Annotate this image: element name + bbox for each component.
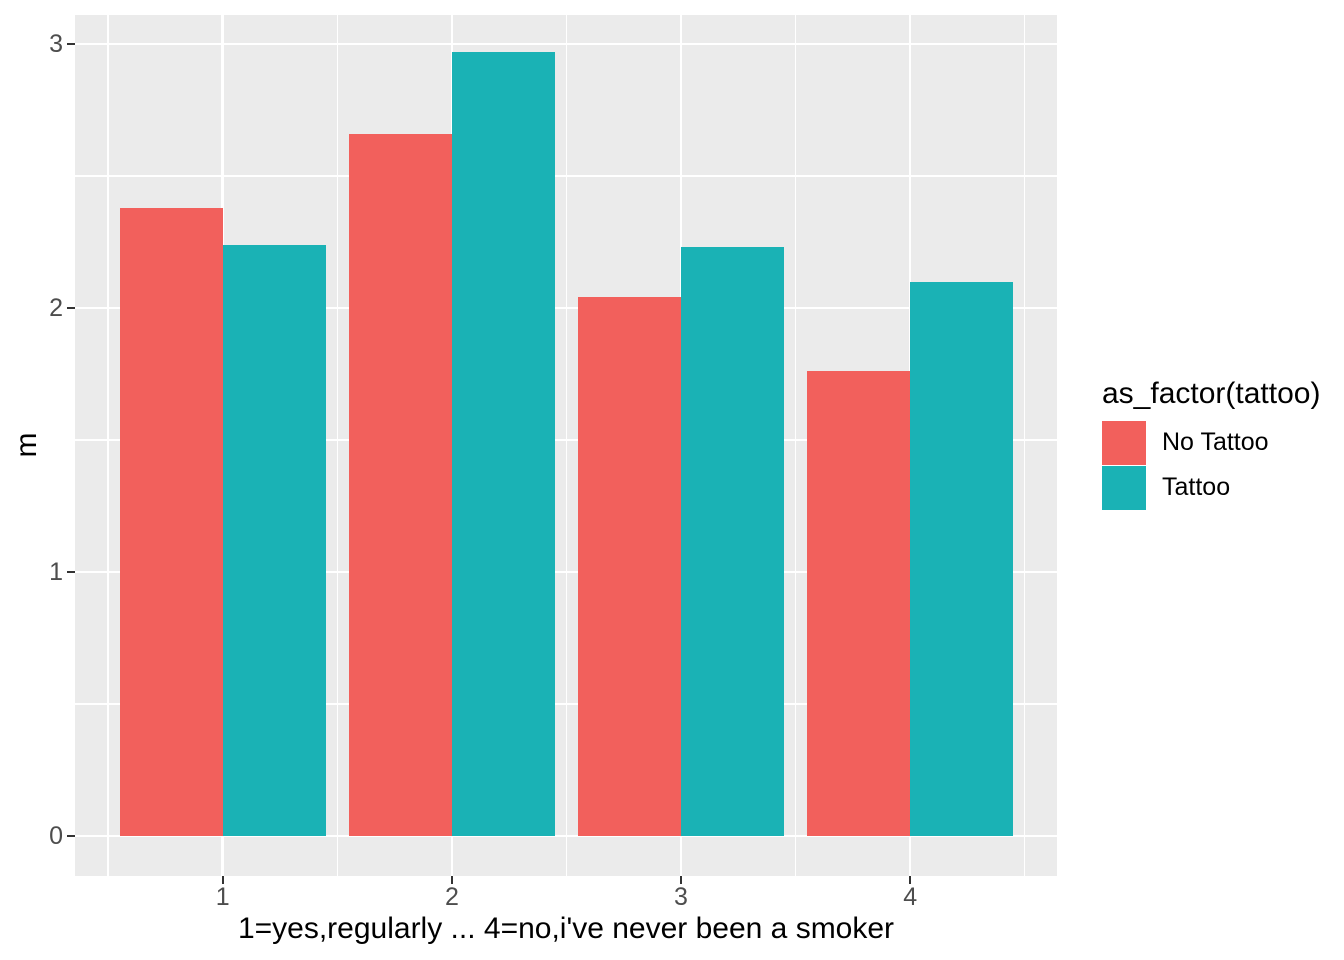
- x-tick-label: 2: [444, 883, 459, 911]
- legend: as_factor(tattoo) No Tattoo Tattoo: [1102, 376, 1320, 510]
- legend-title: as_factor(tattoo): [1102, 377, 1321, 410]
- gridline-major-h: [75, 834, 1057, 838]
- y-tick-mark: [67, 571, 75, 573]
- legend-label: Tattoo: [1162, 473, 1231, 501]
- gridline-major-h: [75, 42, 1057, 46]
- legend-swatch: [1102, 420, 1146, 465]
- legend-item-no-tattoo: No Tattoo: [1102, 420, 1320, 465]
- y-tick-mark: [67, 307, 75, 309]
- bar-no-tattoo-cat-4: [807, 371, 911, 836]
- x-tick-label: 1: [215, 883, 230, 911]
- x-axis-title: 1=yes,regularly ... 4=no,i've never been…: [237, 912, 895, 945]
- x-tick-label: 4: [903, 883, 918, 911]
- legend-items: No Tattoo Tattoo: [1102, 420, 1320, 510]
- y-tick-label: 2: [49, 294, 63, 322]
- gridline-major-h: [75, 306, 1057, 310]
- gridline-minor-v: [107, 15, 109, 876]
- gridline-minor-v: [565, 15, 568, 876]
- legend-swatch: [1102, 465, 1146, 510]
- x-tick-mark: [221, 876, 224, 884]
- x-tick-mark: [909, 876, 912, 884]
- bar-tattoo-cat-1: [222, 244, 326, 836]
- legend-label: No Tattoo: [1162, 428, 1269, 456]
- y-tick-label: 1: [49, 558, 63, 586]
- bar-tattoo-cat-2: [451, 51, 555, 836]
- x-tick-label: 3: [674, 883, 688, 911]
- y-tick-mark: [67, 835, 75, 837]
- y-axis-title: m: [10, 432, 43, 458]
- gridline-minor-v: [794, 15, 797, 876]
- y-tick-label: 3: [49, 30, 63, 58]
- x-tick-mark: [450, 876, 453, 884]
- gridline-major-h: [75, 570, 1057, 574]
- plot-panel: [75, 15, 1057, 876]
- bar-no-tattoo-cat-2: [348, 133, 452, 836]
- bar-no-tattoo-cat-1: [119, 207, 223, 836]
- gridline-minor-v: [336, 15, 338, 876]
- bar-tattoo-cat-3: [681, 247, 784, 836]
- y-tick-label: 0: [49, 822, 63, 850]
- gridline-minor-v: [1024, 15, 1026, 876]
- y-tick-mark: [67, 43, 75, 45]
- bar-tattoo-cat-4: [910, 281, 1014, 836]
- bar-no-tattoo-cat-3: [578, 297, 681, 836]
- legend-item-tattoo: Tattoo: [1102, 465, 1320, 510]
- x-tick-mark: [680, 876, 682, 884]
